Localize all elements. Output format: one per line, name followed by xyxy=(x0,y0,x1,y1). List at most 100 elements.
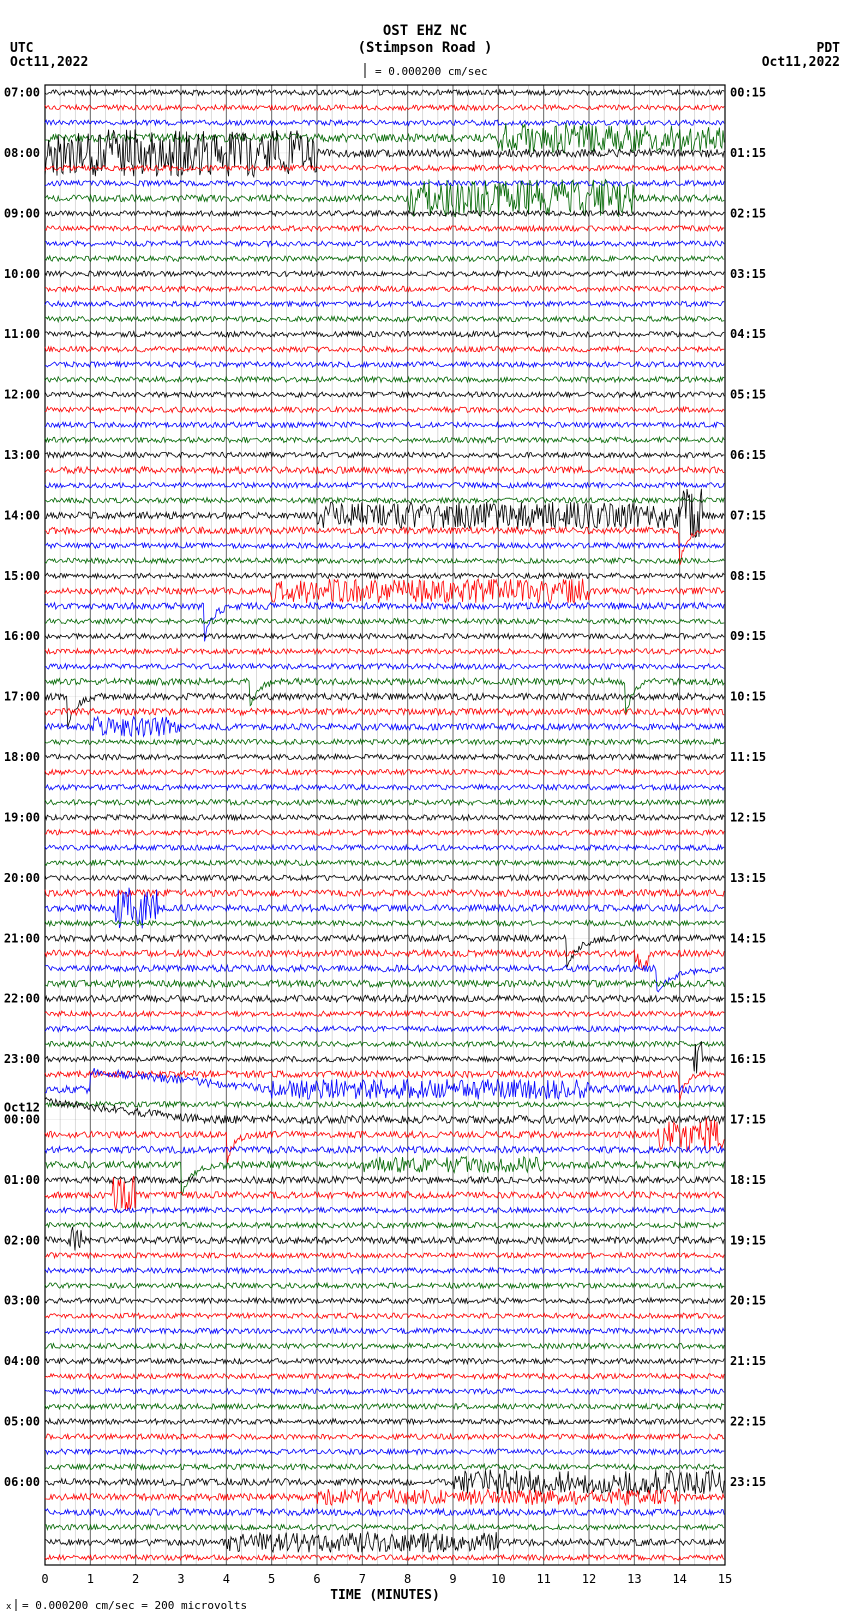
seismic-trace xyxy=(45,1227,724,1251)
seismic-trace xyxy=(45,286,724,291)
seismic-trace xyxy=(45,256,724,261)
xtick-label: 12 xyxy=(582,1572,596,1586)
hour-label-right: 16:15 xyxy=(730,1052,766,1066)
seismic-trace xyxy=(45,1343,724,1348)
hour-label-right: 07:15 xyxy=(730,508,766,522)
hour-label-left: 17:00 xyxy=(4,690,40,704)
xtick-label: 9 xyxy=(449,1572,456,1586)
hour-label-left: 21:00 xyxy=(4,931,40,945)
hour-label-right: 01:15 xyxy=(730,146,766,160)
seismic-trace xyxy=(45,1434,724,1440)
hour-label-right: 12:15 xyxy=(730,810,766,824)
seismic-trace xyxy=(45,123,724,153)
seismogram-chart: OST EHZ NC(Stimpson Road )= 0.000200 cm/… xyxy=(0,0,850,1613)
hour-label-right: 09:15 xyxy=(730,629,766,643)
hour-label-left: 11:00 xyxy=(4,327,40,341)
hour-label-right: 02:15 xyxy=(730,206,766,220)
seismic-trace xyxy=(45,785,724,791)
seismic-trace xyxy=(45,1118,724,1163)
hour-label-right: 23:15 xyxy=(730,1475,766,1489)
seismic-trace xyxy=(45,1489,724,1505)
hour-label-left: 12:00 xyxy=(4,388,40,402)
hour-label-left: 08:00 xyxy=(4,146,40,160)
hour-label-left: 22:00 xyxy=(4,992,40,1006)
hour-label-left: 06:00 xyxy=(4,1475,40,1489)
hour-label-left: 03:00 xyxy=(4,1294,40,1308)
seismic-trace xyxy=(45,769,724,774)
xtick-label: 6 xyxy=(313,1572,320,1586)
seismic-trace xyxy=(45,347,724,352)
xtick-label: 1 xyxy=(87,1572,94,1586)
left-tz: UTC xyxy=(10,41,33,56)
xtick-label: 8 xyxy=(404,1572,411,1586)
svg-text:x: x xyxy=(6,1602,12,1612)
hour-label-right: 18:15 xyxy=(730,1173,766,1187)
seismic-trace xyxy=(45,165,724,171)
seismic-trace xyxy=(45,800,724,806)
seismic-trace xyxy=(45,437,724,442)
hour-label-right: 04:15 xyxy=(730,327,766,341)
hour-label-left: 20:00 xyxy=(4,871,40,885)
xaxis-label: TIME (MINUTES) xyxy=(330,1588,440,1603)
hour-label-left: 01:00 xyxy=(4,1173,40,1187)
right-tz: PDT xyxy=(817,41,841,56)
footer-scale-note: = 0.000200 cm/sec = 200 microvolts xyxy=(22,1599,247,1612)
seismic-trace xyxy=(45,965,724,992)
xtick-label: 10 xyxy=(491,1572,505,1586)
seismic-trace xyxy=(45,1389,724,1394)
seismic-trace xyxy=(45,483,724,488)
seismic-trace xyxy=(45,1313,724,1318)
seismic-trace xyxy=(45,845,724,851)
hour-label-left: 16:00 xyxy=(4,629,40,643)
hour-label-left: 23:00 xyxy=(4,1052,40,1066)
hour-label-right: 20:15 xyxy=(730,1294,766,1308)
seismic-trace xyxy=(45,649,724,654)
hour-label-right: 15:15 xyxy=(730,992,766,1006)
seismic-trace xyxy=(45,377,724,382)
seismic-trace xyxy=(45,301,724,306)
seismic-trace xyxy=(45,1374,724,1379)
seismic-trace xyxy=(45,120,724,125)
hour-label-right: 10:15 xyxy=(730,690,766,704)
xtick-label: 2 xyxy=(132,1572,139,1586)
hour-label-right: 08:15 xyxy=(730,569,766,583)
seismic-trace xyxy=(45,1223,724,1228)
seismic-trace xyxy=(45,717,724,737)
xtick-label: 13 xyxy=(627,1572,641,1586)
seismic-trace xyxy=(45,1525,724,1531)
seismic-trace xyxy=(45,1041,724,1046)
hour-label-left: 04:00 xyxy=(4,1354,40,1368)
seismic-trace xyxy=(45,498,724,503)
seismic-trace xyxy=(45,181,724,186)
seismic-trace xyxy=(45,664,724,669)
seismic-trace xyxy=(45,830,724,836)
seismic-trace xyxy=(45,543,724,548)
seismic-trace xyxy=(45,579,724,603)
seismic-trace xyxy=(45,1146,724,1153)
date-break-label: Oct12 xyxy=(4,1100,40,1114)
seismic-trace xyxy=(45,558,724,563)
seismic-trace xyxy=(45,860,724,865)
seismic-trace xyxy=(45,1253,724,1258)
hour-label-right: 22:15 xyxy=(730,1415,766,1429)
seismic-trace xyxy=(45,226,724,231)
seismic-trace xyxy=(45,1026,724,1031)
seismic-trace xyxy=(45,980,724,987)
hour-label-left: 13:00 xyxy=(4,448,40,462)
seismic-trace xyxy=(45,739,724,744)
xtick-label: 15 xyxy=(718,1572,732,1586)
hour-label-right: 05:15 xyxy=(730,388,766,402)
xtick-label: 4 xyxy=(223,1572,230,1586)
seismic-trace xyxy=(45,407,724,412)
xtick-label: 7 xyxy=(359,1572,366,1586)
xtick-label: 11 xyxy=(536,1572,550,1586)
hour-label-right: 19:15 xyxy=(730,1233,766,1247)
scale-text: = 0.000200 cm/sec xyxy=(375,65,488,78)
hour-label-right: 14:15 xyxy=(730,931,766,945)
seismic-trace xyxy=(45,241,724,246)
hour-label-right: 21:15 xyxy=(730,1354,766,1368)
hour-label-right: 06:15 xyxy=(730,448,766,462)
seismic-trace xyxy=(45,1464,724,1469)
xtick-label: 5 xyxy=(268,1572,275,1586)
seismic-trace xyxy=(45,618,724,623)
